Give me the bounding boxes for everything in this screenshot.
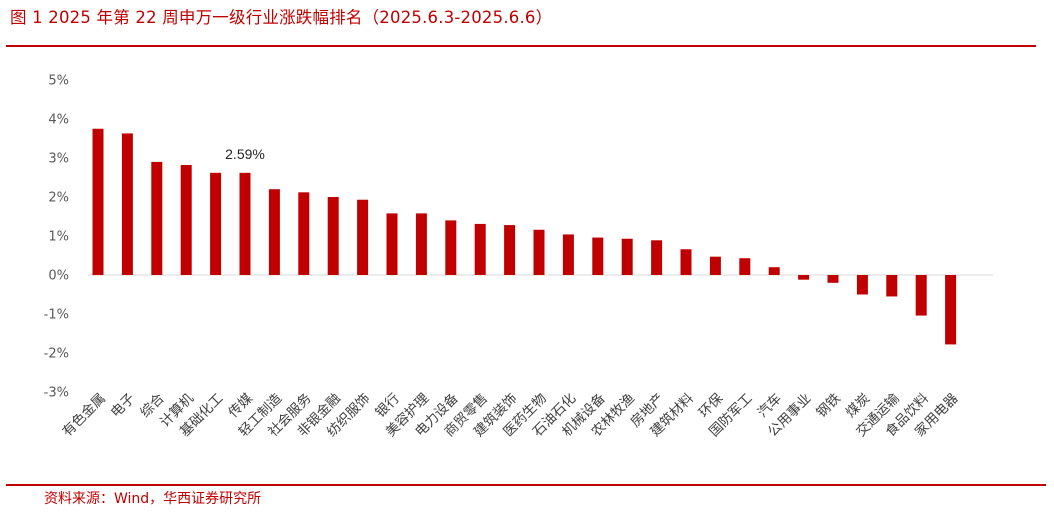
bar [239, 172, 251, 275]
bar [92, 128, 104, 275]
bar [121, 133, 133, 275]
y-tick-label: -1% [44, 308, 69, 323]
y-tick-label: -3% [44, 386, 69, 401]
y-tick-label: 1% [48, 230, 69, 245]
y-tick-label: 0% [48, 269, 69, 284]
y-tick-label: 4% [48, 113, 69, 128]
data-label: 2.59% [225, 146, 265, 162]
bar [945, 275, 957, 345]
bar [210, 172, 222, 275]
footer-rule [6, 484, 1046, 486]
bar [386, 213, 398, 275]
bar [827, 275, 839, 283]
bar [562, 234, 574, 275]
bar [798, 275, 810, 280]
figure-title: 图 1 2025 年第 22 周申万一级行业涨跌幅排名（2025.6.3-202… [10, 8, 553, 27]
bar [151, 161, 163, 275]
y-tick-label: 5% [48, 74, 69, 89]
bar [856, 275, 868, 295]
y-tick-label: -2% [44, 347, 69, 362]
bar [445, 220, 457, 275]
bar [415, 213, 427, 275]
source-note: 资料来源：Wind，华西证券研究所 [44, 491, 262, 507]
bar [709, 256, 721, 275]
x-category-label: 钢铁 [813, 390, 844, 421]
bar [739, 258, 751, 275]
bar [533, 229, 545, 275]
bar [357, 199, 369, 275]
header-rule [6, 45, 1036, 47]
bar [474, 223, 486, 275]
bar [651, 240, 663, 275]
bar [298, 192, 310, 275]
bar [886, 275, 898, 297]
bar [268, 189, 280, 275]
x-category-label: 电子 [108, 391, 138, 421]
y-tick-label: 2% [48, 191, 69, 206]
bar [504, 225, 516, 275]
y-tick-label: 3% [48, 152, 69, 167]
bar [621, 238, 633, 275]
bar [680, 249, 692, 275]
bar [768, 267, 780, 275]
bar [327, 197, 339, 275]
bar [592, 237, 604, 275]
bar [180, 165, 192, 275]
bar [915, 275, 927, 316]
